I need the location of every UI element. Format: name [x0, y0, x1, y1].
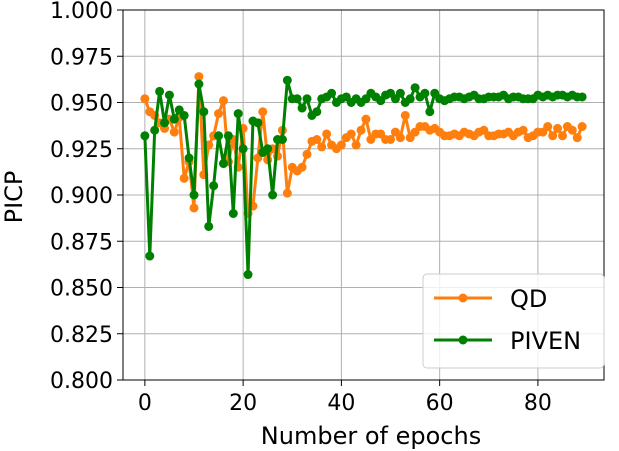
x-axis-title: Number of epochs: [261, 422, 481, 450]
y-tick-label: 0.975: [50, 45, 113, 70]
data-point-qd: [572, 133, 582, 143]
data-point-piven: [277, 135, 287, 144]
data-point-piven: [194, 79, 204, 89]
x-tick-label: 80: [524, 391, 552, 416]
data-point-piven: [282, 75, 292, 85]
data-point-piven: [179, 110, 189, 120]
data-point-piven: [297, 103, 307, 113]
data-point-piven: [327, 88, 337, 98]
data-point-piven: [218, 159, 228, 169]
data-point-piven: [209, 181, 219, 191]
data-point-piven: [155, 86, 165, 96]
data-point-piven: [268, 190, 278, 200]
data-point-piven: [395, 88, 405, 98]
y-tick-label: 0.800: [50, 369, 113, 394]
data-point-qd: [386, 135, 396, 144]
data-point-qd: [169, 127, 179, 137]
data-point-piven: [243, 270, 253, 280]
legend-marker-qd: [458, 293, 468, 303]
data-point-piven: [204, 221, 214, 231]
axis-ticks: 0 20 40 60 80 0.800 0.825 0.850 0.875 0.900 0.925 0…: [50, 0, 552, 416]
data-point-qd: [336, 140, 346, 150]
data-point-qd: [322, 129, 332, 139]
data-point-piven: [292, 94, 302, 104]
data-point-piven: [169, 114, 179, 124]
data-point-piven: [302, 94, 312, 104]
data-point-piven: [228, 209, 238, 218]
y-tick-label: 0.900: [50, 184, 113, 209]
data-point-qd: [346, 129, 356, 139]
data-point-qd: [577, 122, 587, 132]
data-point-qd: [361, 114, 371, 124]
legend-label-piven: PIVEN: [510, 327, 581, 355]
data-point-piven: [164, 90, 174, 100]
data-point-piven: [233, 109, 243, 119]
data-point-piven: [312, 107, 322, 117]
y-tick-label: 0.875: [50, 230, 113, 255]
data-point-piven: [140, 131, 150, 141]
data-point-qd: [297, 162, 307, 172]
data-point-piven: [420, 88, 430, 98]
data-point-piven: [577, 92, 587, 102]
legend: QD PIVEN: [422, 273, 605, 369]
y-tick-label: 0.825: [50, 323, 113, 348]
data-point-qd: [312, 135, 322, 144]
data-point-piven: [425, 107, 435, 117]
y-tick-label: 1.000: [50, 0, 113, 24]
data-point-piven: [150, 125, 160, 135]
series-piven: [140, 75, 587, 280]
legend-marker-piven: [458, 335, 468, 345]
data-point-qd: [400, 110, 410, 120]
data-point-qd: [194, 72, 204, 82]
legend-label-qd: QD: [510, 285, 547, 313]
x-tick-label: 0: [138, 391, 152, 416]
data-point-piven: [160, 118, 170, 128]
y-axis-title: PICP: [0, 171, 28, 224]
x-tick-label: 40: [327, 391, 355, 416]
data-point-qd: [282, 188, 292, 198]
data-point-piven: [253, 118, 263, 128]
series-qd: [140, 72, 587, 218]
data-point-qd: [356, 125, 366, 135]
series-line-piven: [143, 78, 583, 277]
data-point-qd: [302, 149, 312, 159]
data-point-qd: [395, 133, 405, 143]
data-point-qd: [351, 140, 361, 150]
data-point-qd: [543, 122, 553, 132]
y-tick-label: 0.850: [50, 277, 113, 302]
data-point-piven: [184, 153, 194, 163]
x-tick-label: 20: [229, 391, 257, 416]
data-point-piven: [214, 131, 224, 141]
data-point-piven: [263, 144, 273, 154]
data-point-piven: [145, 251, 155, 261]
data-point-piven: [189, 190, 199, 200]
data-point-piven: [405, 94, 415, 104]
data-point-piven: [238, 144, 248, 154]
data-point-qd: [567, 125, 577, 135]
data-point-qd: [258, 107, 268, 117]
data-point-qd: [214, 109, 224, 119]
data-point-qd: [218, 96, 228, 106]
y-tick-label: 0.925: [50, 138, 113, 163]
data-point-qd: [189, 203, 199, 213]
series-layer: [140, 72, 587, 280]
x-tick-label: 60: [426, 391, 454, 416]
data-point-piven: [410, 83, 420, 93]
data-point-qd: [553, 123, 563, 133]
data-point-qd: [140, 94, 150, 104]
data-point-qd: [179, 173, 189, 183]
data-point-qd: [548, 131, 558, 141]
data-point-qd: [557, 131, 567, 141]
data-point-qd: [317, 142, 327, 152]
data-point-piven: [199, 107, 209, 117]
data-point-qd: [518, 125, 528, 135]
data-point-piven: [223, 131, 233, 141]
y-tick-label: 0.950: [50, 92, 113, 117]
